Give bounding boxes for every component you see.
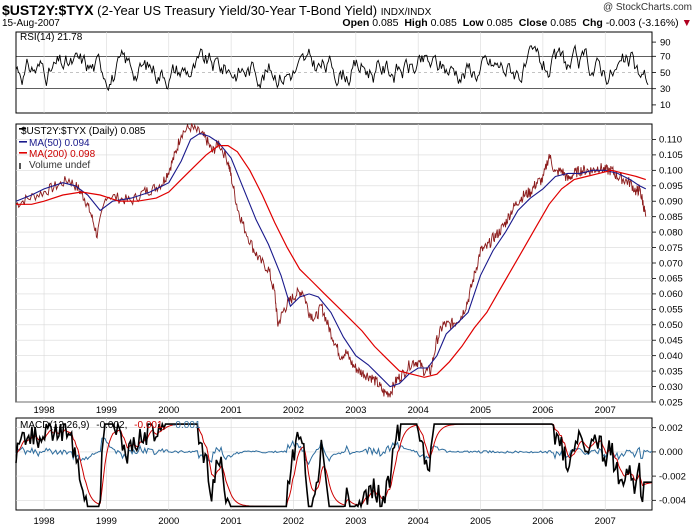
macd-legend: MACD(12,26,9) -0.002, -0.001, -0.001 (20, 420, 201, 431)
macd-tick-label: -0.002 (659, 471, 686, 482)
brand-watermark: @ StockCharts.com (602, 2, 692, 13)
x-axis-year-label: 2004 (408, 516, 429, 527)
x-axis-year-label: 2006 (532, 405, 553, 416)
date-label: 15-Aug-2007 (2, 18, 60, 29)
x-axis-year-label: 2001 (221, 516, 242, 527)
macd-legend-prefix: MACD(12,26,9) (20, 420, 89, 431)
high-label: High (404, 17, 428, 29)
ma50-series-line (15, 132, 647, 388)
legend-ma50: MA(50) 0.094 (29, 138, 90, 149)
macd-legend-hist: -0.001 (172, 420, 201, 431)
x-axis-year-label: 2001 (221, 405, 242, 416)
x-axis-year-label: 2007 (595, 405, 616, 416)
open-label: Open (342, 17, 370, 29)
macd-legend-signal: -0.001, (134, 420, 165, 431)
chg-label: Chg (582, 17, 603, 29)
x-axis-year-label: 2006 (532, 516, 553, 527)
legend-ma200-swatch (19, 152, 27, 154)
x-axis-year-label: 2005 (470, 405, 491, 416)
x-axis-year-label: 1999 (96, 405, 117, 416)
ma200-series-line (16, 145, 646, 378)
rsi-legend: RSI(14) 21.78 (20, 32, 83, 43)
quote-bar: Open 0.085 High 0.085 Low 0.085 Close 0.… (342, 17, 692, 29)
open-value: 0.085 (372, 17, 399, 29)
high-value: 0.085 (430, 17, 457, 29)
price-tick-label: 0.100 (659, 166, 683, 177)
price-tick-label: 0.050 (659, 320, 683, 331)
rsi-panel: 90 70 50 30 10 RSI(14) 21.78 (15, 31, 671, 114)
macd-tick-label: -0.004 (659, 496, 686, 507)
rsi-line (15, 44, 649, 92)
legend-ma50-swatch (19, 141, 27, 143)
x-axis-year-label: 1998 (33, 516, 54, 527)
rsi-tick-label: 50 (660, 68, 671, 79)
price-tick-label: 0.025 (659, 397, 683, 408)
x-axis-year-label: 2002 (283, 405, 304, 416)
x-axis-year-label: 2007 (595, 516, 616, 527)
price-tick-label: 0.035 (659, 366, 683, 377)
legend-ma200: MA(200) 0.098 (29, 149, 96, 160)
rsi-tick-label: 70 (660, 52, 671, 63)
macd-panel: 0.002 0.000 -0.002 -0.004 MACD(12,26,9) -0.… (15, 417, 686, 511)
rsi-tick-label: 10 (660, 100, 671, 111)
chg-value: -0.003 (-3.16%) (605, 17, 679, 29)
price-tick-label: 0.065 (659, 274, 683, 285)
symbol: $UST2Y:$TYX (2, 2, 94, 18)
price-tick-label: 0.045 (659, 336, 683, 347)
x-axis-year-label: 2003 (345, 405, 366, 416)
price-tick-label: 0.055 (659, 305, 683, 316)
x-axis-year-label: 1999 (96, 516, 117, 527)
macd-legend-value: -0.002, (96, 420, 127, 431)
down-arrow-icon: ▼ (681, 17, 692, 29)
price-tick-label: 0.070 (659, 258, 683, 269)
chart-header: $UST2Y:$TYX (2-Year US Treasury Yield/30… (2, 2, 698, 30)
legend-volume-swatch (19, 163, 21, 169)
price-legend: $UST2Y:$TYX (Daily) 0.085 MA(50) 0.094 M… (19, 126, 146, 171)
low-value: 0.085 (486, 17, 513, 29)
legend-price-swatch (19, 128, 26, 130)
rsi-tick-label: 30 (660, 84, 671, 95)
close-label: Close (518, 17, 548, 29)
x-axis-year-label: 2003 (345, 516, 366, 527)
close-value: 0.085 (550, 17, 577, 29)
price-tick-label: 0.080 (659, 227, 683, 238)
price-tick-label: 0.030 (659, 382, 683, 393)
x-axis-year-label: 2000 (158, 516, 179, 527)
price-tick-label: 0.085 (659, 212, 683, 223)
x-axis-year-label: 2002 (283, 516, 304, 527)
x-axis-year-label: 1998 (33, 405, 54, 416)
x-axis-year-label: 2004 (408, 405, 429, 416)
x-axis-year-label: 2005 (470, 516, 491, 527)
price-panel: 0.110 0.105 0.100 0.095 0.090 0.085 0.080 0.075… (15, 123, 683, 408)
chart-title: $UST2Y:$TYX (2-Year US Treasury Yield/30… (2, 2, 431, 18)
price-tick-label: 0.060 (659, 289, 683, 300)
legend-volume: Volume undef (29, 160, 90, 171)
price-series-line (15, 123, 647, 398)
price-tick-label: 0.075 (659, 243, 683, 254)
price-tick-label: 0.090 (659, 197, 683, 208)
macd-histogram (15, 437, 653, 466)
macd-tick-label: 0.000 (659, 447, 683, 458)
rsi-tick-label: 90 (660, 37, 671, 48)
macd-tick-label: 0.002 (659, 423, 683, 434)
macd-line (15, 420, 652, 510)
low-label: Low (462, 17, 484, 29)
legend-price: $UST2Y:$TYX (Daily) 0.085 (21, 126, 146, 137)
price-tick-label: 0.040 (659, 351, 683, 362)
description: (2-Year US Treasury Yield/30-Year T-Bond… (97, 3, 378, 18)
price-tick-label: 0.095 (659, 181, 683, 192)
exchange: INDX/INDX (380, 7, 432, 18)
price-tick-label: 0.105 (659, 150, 683, 161)
price-tick-label: 0.110 (659, 135, 682, 146)
x-axis-year-label: 2000 (158, 405, 179, 416)
